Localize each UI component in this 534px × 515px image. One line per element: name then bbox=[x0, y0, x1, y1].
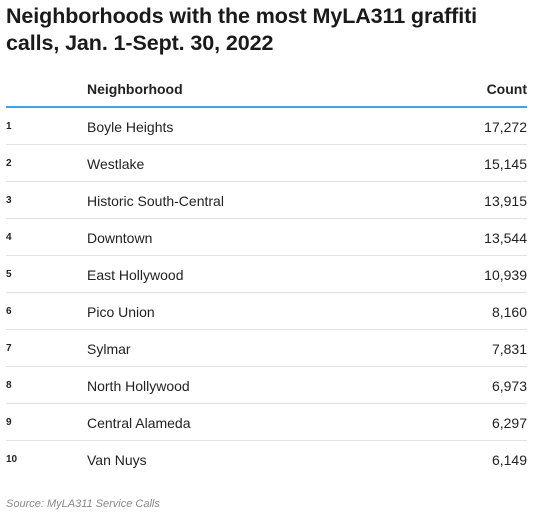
neighborhood-cell: Sylmar bbox=[87, 341, 131, 357]
neighborhood-cell: Downtown bbox=[87, 230, 153, 246]
rank-cell: 2 bbox=[6, 158, 12, 169]
table-row: 1 Boyle Heights 17,272 bbox=[6, 108, 527, 145]
rank-cell: 6 bbox=[6, 306, 12, 317]
table-row: 4 Downtown 13,544 bbox=[6, 219, 527, 256]
count-cell: 8,160 bbox=[491, 304, 527, 320]
count-cell: 13,915 bbox=[484, 193, 527, 209]
count-cell: 10,939 bbox=[484, 267, 527, 283]
count-cell: 17,272 bbox=[484, 119, 527, 135]
neighborhood-cell: North Hollywood bbox=[87, 378, 190, 394]
table-row: 5 East Hollywood 10,939 bbox=[6, 256, 527, 293]
rank-cell: 5 bbox=[6, 269, 12, 280]
count-cell: 13,544 bbox=[484, 230, 527, 246]
neighborhood-cell: Westlake bbox=[87, 156, 145, 172]
neighborhood-cell: Van Nuys bbox=[87, 452, 147, 468]
count-cell: 6,149 bbox=[491, 452, 527, 468]
rank-cell: 8 bbox=[6, 380, 12, 391]
table-row: 3 Historic South-Central 13,915 bbox=[6, 182, 527, 219]
neighborhood-cell: Historic South-Central bbox=[87, 193, 224, 209]
neighborhood-cell: Pico Union bbox=[87, 304, 155, 320]
data-table: Neighborhood Count 1 Boyle Heights 17,272 2… bbox=[6, 70, 527, 478]
table-row: 7 Sylmar 7,831 bbox=[6, 330, 527, 367]
table-row: 9 Central Alameda 6,297 bbox=[6, 404, 527, 441]
table-row: 10 Van Nuys 6,149 bbox=[6, 441, 527, 478]
column-header-count: Count bbox=[486, 81, 527, 97]
column-header-neighborhood: Neighborhood bbox=[87, 81, 183, 97]
table-row: 6 Pico Union 8,160 bbox=[6, 293, 527, 330]
rank-cell: 4 bbox=[6, 232, 12, 243]
count-cell: 6,297 bbox=[491, 415, 527, 431]
table-row: 8 North Hollywood 6,973 bbox=[6, 367, 527, 404]
count-cell: 7,831 bbox=[491, 341, 527, 357]
table-header: Neighborhood Count bbox=[6, 70, 527, 108]
rank-cell: 1 bbox=[6, 121, 12, 132]
rank-cell: 3 bbox=[6, 195, 12, 206]
neighborhood-cell: Central Alameda bbox=[87, 415, 191, 431]
count-cell: 6,973 bbox=[491, 378, 527, 394]
rank-cell: 10 bbox=[6, 454, 18, 465]
neighborhood-cell: East Hollywood bbox=[87, 267, 184, 283]
source-note: Source: MyLA311 Service Calls bbox=[6, 498, 160, 510]
rank-cell: 9 bbox=[6, 417, 12, 428]
table-row: 2 Westlake 15,145 bbox=[6, 145, 527, 182]
table-body: 1 Boyle Heights 17,272 2 Westlake 15,145 3 Hist… bbox=[6, 108, 527, 478]
rank-cell: 7 bbox=[6, 343, 12, 354]
count-cell: 15,145 bbox=[484, 156, 527, 172]
neighborhood-cell: Boyle Heights bbox=[87, 119, 174, 135]
chart-title: Neighborhoods with the most MyLA311 graf… bbox=[6, 4, 478, 55]
